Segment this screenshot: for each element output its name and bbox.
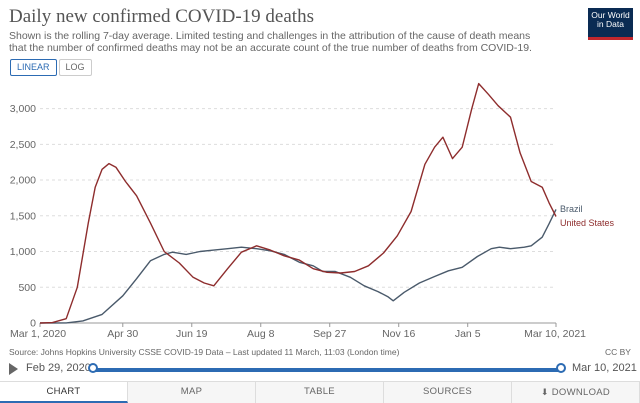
linear-toggle[interactable]: LINEAR: [10, 59, 57, 76]
x-tick-label: Sep 27: [313, 328, 346, 340]
owid-logo[interactable]: Our World in Data: [588, 8, 633, 40]
log-toggle[interactable]: LOG: [58, 59, 92, 76]
tab-map[interactable]: MAP: [128, 382, 256, 403]
series-line-brazil[interactable]: [39, 209, 557, 324]
x-tick-label: Nov 16: [382, 328, 415, 340]
logo-line-1: Our World: [591, 10, 630, 20]
timeline-track[interactable]: [94, 368, 562, 372]
line-chart: 0 500 1,000 1,500 2,000 2,500 3,000 Mar 1, 202…: [10, 82, 615, 340]
license-link[interactable]: CC BY: [605, 347, 631, 357]
tab-chart[interactable]: CHART: [0, 382, 128, 403]
tab-table[interactable]: TABLE: [256, 382, 384, 403]
series-labels: Brazil United States: [560, 204, 615, 228]
y-tick-label: 1,000: [10, 246, 36, 258]
series-label-brazil[interactable]: Brazil: [560, 204, 583, 214]
download-label: DOWNLOAD: [551, 387, 611, 398]
grid-lines: [40, 108, 556, 324]
play-icon[interactable]: [9, 363, 18, 375]
timeline-start-label: Feb 29, 2020: [26, 362, 91, 374]
y-tick-label: 0: [30, 318, 36, 330]
timeline-start-handle[interactable]: [88, 363, 98, 373]
tab-sources[interactable]: SOURCES: [384, 382, 512, 403]
timeline: Feb 29, 2020 Mar 10, 2021: [0, 359, 640, 379]
tab-download[interactable]: ⬇ DOWNLOAD: [512, 382, 640, 403]
chart-subtitle: Shown is the rolling 7-day average. Limi…: [9, 30, 532, 54]
series-line-united-states[interactable]: [39, 82, 557, 324]
x-tick-label: Aug 8: [247, 328, 275, 340]
x-tick-label: Mar 1, 2020: [10, 328, 66, 340]
download-icon: ⬇: [540, 387, 549, 397]
scale-toggle: LINEAR LOG: [10, 59, 94, 76]
y-tick-label: 2,500: [10, 139, 36, 151]
logo-line-2: in Data: [597, 19, 624, 29]
series-lines: [39, 82, 557, 324]
view-tabs: CHART MAP TABLE SOURCES ⬇ DOWNLOAD: [0, 381, 640, 403]
y-tick-label: 3,000: [10, 103, 36, 115]
x-tick-label: Jun 19: [176, 328, 208, 340]
timeline-end-label: Mar 10, 2021: [572, 362, 637, 374]
x-axis-ticks: Mar 1, 2020 Apr 30 Jun 19 Aug 8 Sep 27 Nov 16…: [10, 323, 586, 340]
chart-title: Daily new confirmed COVID-19 deaths: [9, 6, 314, 27]
timeline-end-handle[interactable]: [556, 363, 566, 373]
x-tick-label: Jan 5: [455, 328, 481, 340]
x-tick-label: Mar 10, 2021: [524, 328, 586, 340]
y-tick-label: 500: [18, 282, 36, 294]
x-tick-label: Apr 30: [107, 328, 138, 340]
y-tick-label: 1,500: [10, 210, 36, 222]
source-note: Source: Johns Hopkins University CSSE CO…: [9, 347, 400, 357]
series-label-united-states[interactable]: United States: [560, 218, 615, 228]
y-tick-label: 2,000: [10, 175, 36, 187]
y-axis-ticks: 0 500 1,000 1,500 2,000 2,500 3,000: [10, 103, 36, 329]
